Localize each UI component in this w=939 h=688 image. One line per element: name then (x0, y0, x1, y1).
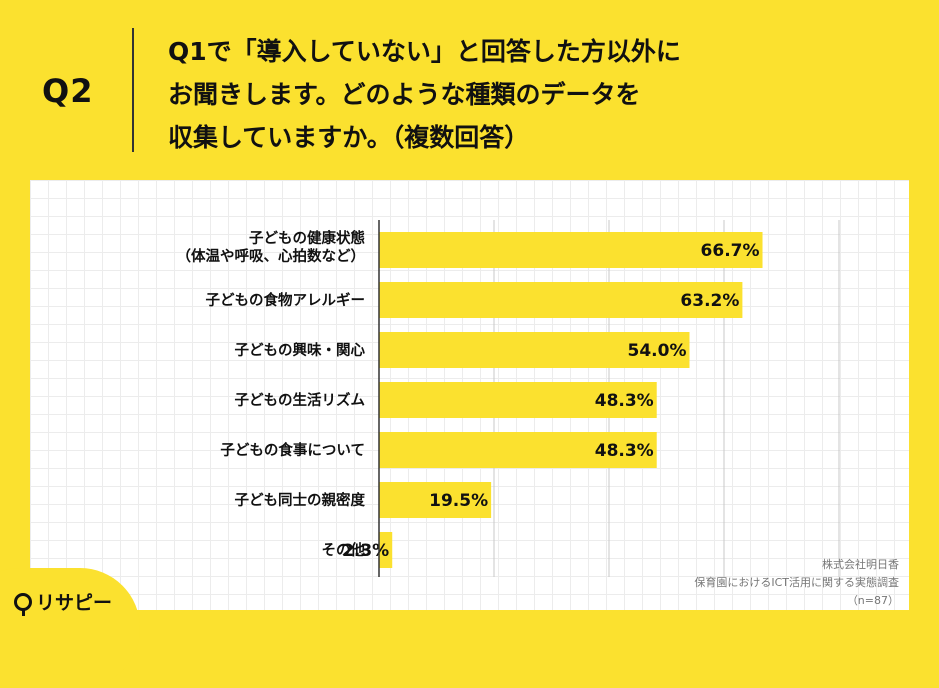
question-number: Q2 (42, 72, 94, 110)
bar-1 (379, 282, 743, 318)
value-label-5: 19.5% (429, 491, 488, 511)
category-label-6-0: その他 (322, 541, 366, 559)
category-label-2-0: 子どもの興味・関心 (235, 341, 366, 359)
value-label-2: 54.0% (628, 341, 687, 361)
value-label-4: 48.3% (595, 441, 654, 461)
category-label-3-0: 子どもの生活リズム (235, 391, 366, 409)
category-label-0-1: （体温や呼吸、心拍数など） (177, 247, 366, 265)
source-n: （n=87） (846, 594, 899, 607)
logo-pin-icon (14, 592, 32, 616)
question-line-2: お聞きします。どのような種類のデータを (168, 80, 641, 109)
logo: リサピー (14, 588, 113, 616)
header-divider (132, 28, 134, 152)
bar-4 (379, 432, 657, 468)
logo-background (0, 568, 140, 688)
bar-3 (379, 382, 657, 418)
bar-6 (379, 532, 393, 568)
source-company: 株式会社明日香 (822, 558, 899, 571)
header: Q2 Q1で「導入していない」と回答した方以外に お聞きします。どのような種類の… (0, 0, 939, 180)
question-text: Q1で「導入していない」と回答した方以外に お聞きします。どのような種類のデータ… (168, 30, 908, 159)
value-label-1: 63.2% (680, 291, 739, 311)
logo-text: リサピー (36, 592, 113, 614)
category-label-0-0: 子どもの健康状態 (249, 229, 365, 247)
question-line-1: Q1で「導入していない」と回答した方以外に (168, 37, 681, 66)
category-label-1-0: 子どもの食物アレルギー (206, 291, 366, 309)
chart-panel: 66.7% 子どもの健康状態 （体温や呼吸、心拍数など） 63.2% 子どもの食物アレル… (30, 180, 909, 610)
category-label-4-0: 子どもの食事について (220, 441, 365, 459)
question-line-3: 収集していますか。（複数回答） (168, 123, 530, 152)
category-label-5-0: 子ども同士の親密度 (235, 491, 366, 509)
bar-5 (379, 482, 492, 518)
bar-chart: 66.7% 子どもの健康状態（体温や呼吸、心拍数など） 63.2% 子どもの食物アレル… (177, 220, 840, 577)
value-label-0: 66.7% (701, 241, 760, 261)
source-survey: 保育園におけるICT活用に関する実態調査 (694, 576, 899, 589)
bar-2 (379, 332, 690, 368)
bar-0 (379, 232, 763, 268)
value-label-6: 2.3% (342, 541, 389, 561)
source-note: 株式会社明日香 保育園におけるICT活用に関する実態調査 （n=87） (694, 556, 899, 610)
value-label-3: 48.3% (595, 391, 654, 411)
